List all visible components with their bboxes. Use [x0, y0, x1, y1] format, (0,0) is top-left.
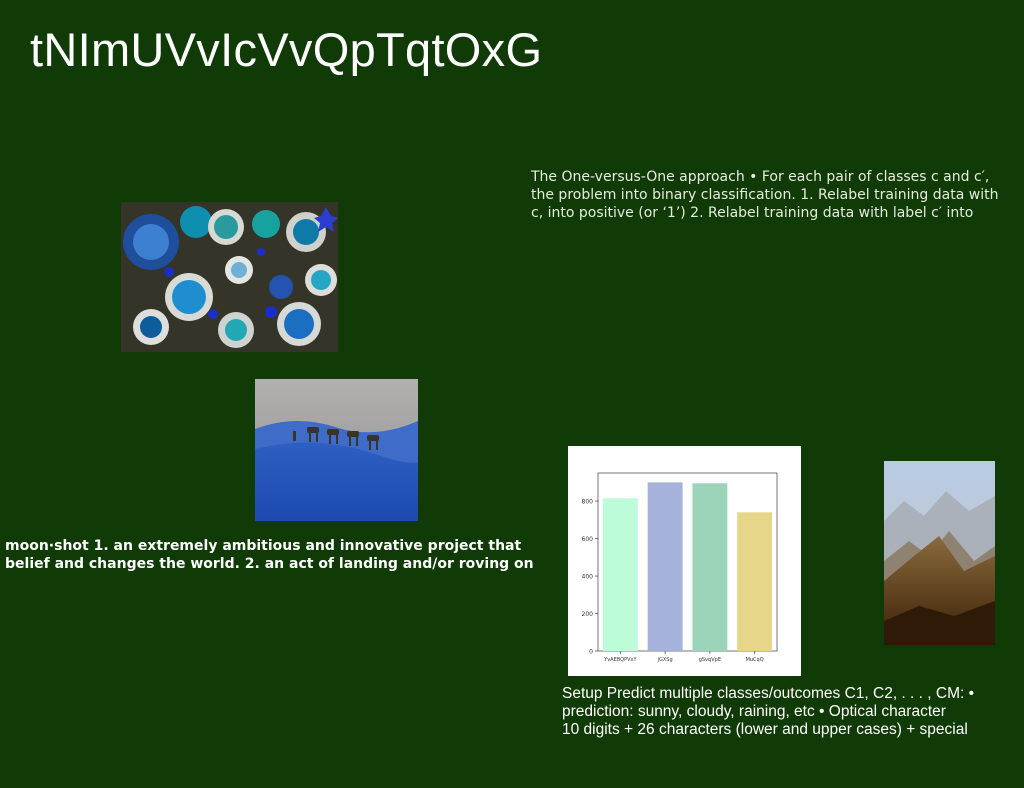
text-line: the problem into binary classification. …: [531, 187, 999, 203]
text-line: belief and changes the world. 2. an act …: [5, 556, 534, 572]
moonshot-text: moon·shot 1. an extremely ambitious and …: [5, 537, 565, 573]
text-line: Setup Predict multiple classes/outcomes …: [562, 685, 975, 702]
mountains-image: [884, 461, 995, 645]
y-tick-label: 0: [589, 649, 593, 656]
setup-text: Setup Predict multiple classes/outcomes …: [562, 685, 1012, 739]
desert-image: [255, 379, 418, 521]
y-tick-label: 400: [582, 574, 594, 581]
bowls-image: [121, 202, 338, 352]
one-vs-one-text: The One-versus-One approach • For each p…: [531, 168, 1011, 222]
text-line: moon·shot 1. an extremely ambitious and …: [5, 538, 522, 554]
bar-chart-svg: 0 200 400 600 800 YvAEBQPVxY jGXSg gSvqVpE MuCqQ: [582, 472, 778, 663]
text-line: c, into positive (or ‘1’) 2. Relabel tra…: [531, 205, 974, 221]
plot-frame: [597, 472, 778, 652]
bar: [737, 512, 773, 651]
text-line: 10 digits + 26 characters (lower and upp…: [562, 721, 968, 738]
bar: [692, 483, 728, 651]
y-tick-label: 600: [582, 536, 594, 543]
x-tick-label: MuCqQ: [746, 657, 764, 663]
bar: [602, 498, 638, 651]
text-line: prediction: sunny, cloudy, raining, etc …: [562, 703, 946, 720]
x-tick-label: jGXSg: [657, 657, 673, 663]
y-tick-label: 800: [582, 499, 594, 506]
x-tick-label: YvAEBQPVxY: [603, 657, 637, 663]
y-tick-label: 200: [582, 611, 594, 618]
slide-title: tNImUVvIcVvQpTqtOxG: [30, 23, 543, 76]
text-line: The One-versus-One approach • For each p…: [531, 169, 990, 185]
bar-chart: 0 200 400 600 800 YvAEBQPVxY jGXSg gSvqVpE MuCqQ: [568, 446, 801, 676]
bar: [647, 482, 683, 651]
x-tick-label: gSvqVpE: [699, 657, 721, 663]
